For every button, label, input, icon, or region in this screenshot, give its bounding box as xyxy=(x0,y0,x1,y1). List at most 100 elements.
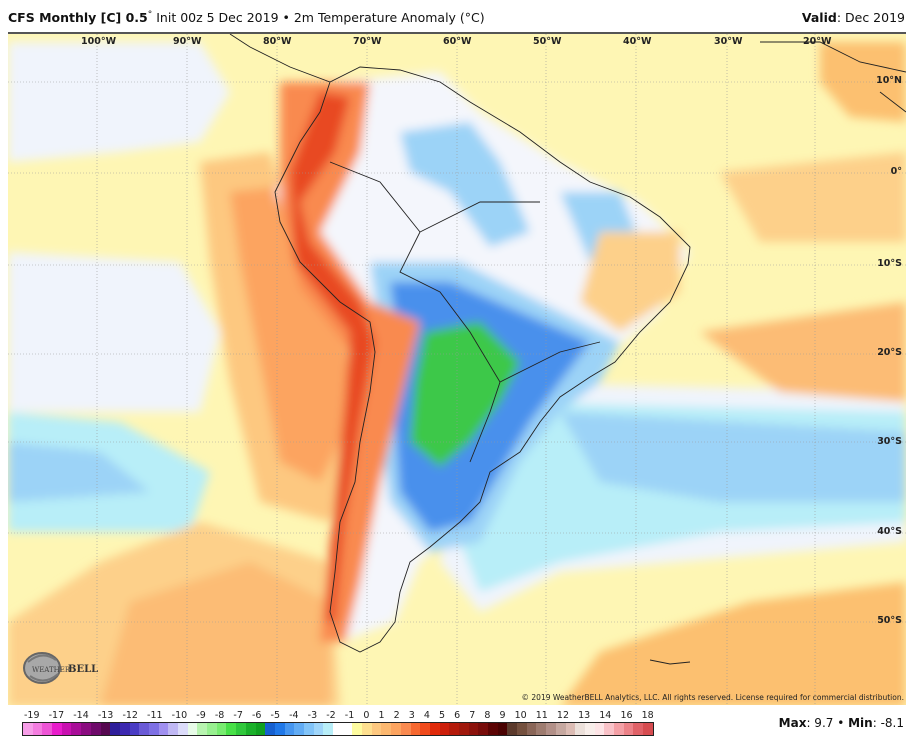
colorbar-swatch xyxy=(168,723,178,735)
colorbar-tick-label: 2 xyxy=(393,710,400,721)
colorbar-tick-label: -5 xyxy=(270,710,280,721)
colorbar-swatch xyxy=(90,723,101,735)
lat-label-10s: 10°S xyxy=(877,258,902,269)
colorbar-tick-label: 9 xyxy=(499,710,506,721)
colorbar-swatch xyxy=(429,723,440,735)
colorbar-swatch xyxy=(371,723,382,735)
colorbar-swatch xyxy=(633,723,643,735)
colorbar-swatch xyxy=(575,723,585,735)
valid-label: Valid xyxy=(801,10,837,25)
colorbar-swatch xyxy=(584,723,595,735)
colorbar-swatch xyxy=(129,723,140,735)
lon-label-20w: 20°W xyxy=(803,36,832,47)
colorbar-tick-label: -19 xyxy=(24,710,40,721)
lon-label-50w: 50°W xyxy=(533,36,562,47)
colorbar-tick-label: -13 xyxy=(97,710,114,721)
colorbar-swatch xyxy=(507,723,518,735)
max-min-stats: Max: 9.7 • Min: -8.1 xyxy=(779,716,904,730)
weatherbell-logo: WEATHER BELL xyxy=(23,652,98,684)
colorbar-tick-label: 0 xyxy=(363,710,370,721)
colorbar-swatch xyxy=(604,723,614,735)
colorbar-swatch xyxy=(458,723,469,735)
colorbar-swatch xyxy=(148,723,159,735)
colorbar-swatch xyxy=(623,723,634,735)
colorbar-tick-label: 6 xyxy=(454,710,461,721)
colorbar-tick-label: -2 xyxy=(326,710,336,721)
colorbar-swatch xyxy=(391,723,401,735)
lon-label-40w: 40°W xyxy=(623,36,652,47)
colorbar-swatch xyxy=(303,723,314,735)
anomaly-map: 100°W 90°W 80°W 70°W 60°W 50°W 40°W 30°W… xyxy=(8,32,906,705)
colorbar-tick-label: 11 xyxy=(535,710,548,721)
colorbar-swatch xyxy=(478,723,488,735)
graticule xyxy=(8,34,906,705)
colorbar-swatch xyxy=(517,723,527,735)
lat-label-10n: 10°N xyxy=(876,75,902,86)
colorbar-swatch xyxy=(526,723,537,735)
colorbar-tick-label: -9 xyxy=(196,710,206,721)
lat-label-20s: 20°S xyxy=(877,347,902,358)
anomaly-fields xyxy=(8,42,906,705)
colorbar-swatch xyxy=(323,723,333,735)
colorbar-swatch xyxy=(274,723,285,735)
map-description: Init 00z 5 Dec 2019 • 2m Temperature Ano… xyxy=(156,10,485,25)
colorbar-swatch xyxy=(52,723,62,735)
coastlines xyxy=(229,34,906,665)
colorbar-swatch xyxy=(536,723,547,735)
colorbar-tick-label: -14 xyxy=(73,710,89,721)
colorbar-tick-label: -8 xyxy=(214,710,225,721)
colorbar-swatch xyxy=(71,723,82,735)
lat-label-50s: 50°S xyxy=(877,615,902,626)
colorbar-tick-label: -10 xyxy=(171,710,188,721)
colorbar-swatch xyxy=(245,723,256,735)
lat-label-30s: 30°S xyxy=(877,436,902,447)
colorbar-swatch xyxy=(420,723,430,735)
colorbar-tick-label: 4 xyxy=(423,710,430,721)
colorbar-tick-label: 16 xyxy=(620,710,633,721)
colorbar-swatch xyxy=(488,723,498,735)
copyright-notice: © 2019 WeatherBELL Analytics, LLC. All r… xyxy=(521,693,904,702)
colorbar-tick-label: -4 xyxy=(289,710,299,721)
colorbar-swatch xyxy=(216,723,227,735)
colorbar-tick-label: -7 xyxy=(233,710,243,721)
valid-date: Valid: Dec 2019 xyxy=(802,10,905,25)
colorbar-swatch xyxy=(255,723,266,735)
colorbar-swatch xyxy=(342,723,353,735)
map-title: CFS Monthly [C] 0.5° Init 00z 5 Dec 2019… xyxy=(8,10,485,25)
colorbar-tick-label: 7 xyxy=(469,710,476,721)
colorbar-swatch xyxy=(139,723,149,735)
colorbar-tick-label: 14 xyxy=(599,710,612,721)
colorbar-swatch xyxy=(594,723,605,735)
colorbar-tick-label: -6 xyxy=(251,710,262,721)
valid-value: : Dec 2019 xyxy=(836,10,905,25)
lon-label-30w: 30°W xyxy=(714,36,743,47)
colorbar-tick-label: 3 xyxy=(408,710,415,721)
colorbar-tick-label: 18 xyxy=(641,710,654,721)
colorbar-swatch xyxy=(236,723,246,735)
colorbar-tick-label: 10 xyxy=(514,710,527,721)
colorbar-swatch xyxy=(23,723,33,735)
degree-sign: ° xyxy=(147,10,153,20)
lon-label-90w: 90°W xyxy=(173,36,202,47)
colorbar-swatch xyxy=(119,723,130,735)
colorbar-swatch xyxy=(313,723,324,735)
colorbar-swatch xyxy=(187,723,198,735)
colorbar-swatch xyxy=(32,723,43,735)
colorbar-tick-label: -11 xyxy=(147,710,163,721)
lat-label-40s: 40°S xyxy=(877,526,902,537)
svg-text:WEATHER: WEATHER xyxy=(32,666,71,674)
colorbar-swatch xyxy=(42,723,53,735)
colorbar-tick-label: -12 xyxy=(122,710,138,721)
colorbar-swatch xyxy=(381,723,392,735)
max-value: : 9.7 • xyxy=(806,716,849,730)
colorbar-swatch xyxy=(439,723,450,735)
colorbar-tick-label: -1 xyxy=(344,710,355,721)
colorbar-swatch xyxy=(226,723,237,735)
colorbar-swatch xyxy=(284,723,295,735)
colorbar-swatch xyxy=(110,723,120,735)
colorbar-swatch xyxy=(352,723,363,735)
colorbar-swatch xyxy=(555,723,566,735)
colorbar-swatch xyxy=(362,723,372,735)
colorbar-swatch xyxy=(410,723,421,735)
colorbar-swatch xyxy=(178,723,188,735)
